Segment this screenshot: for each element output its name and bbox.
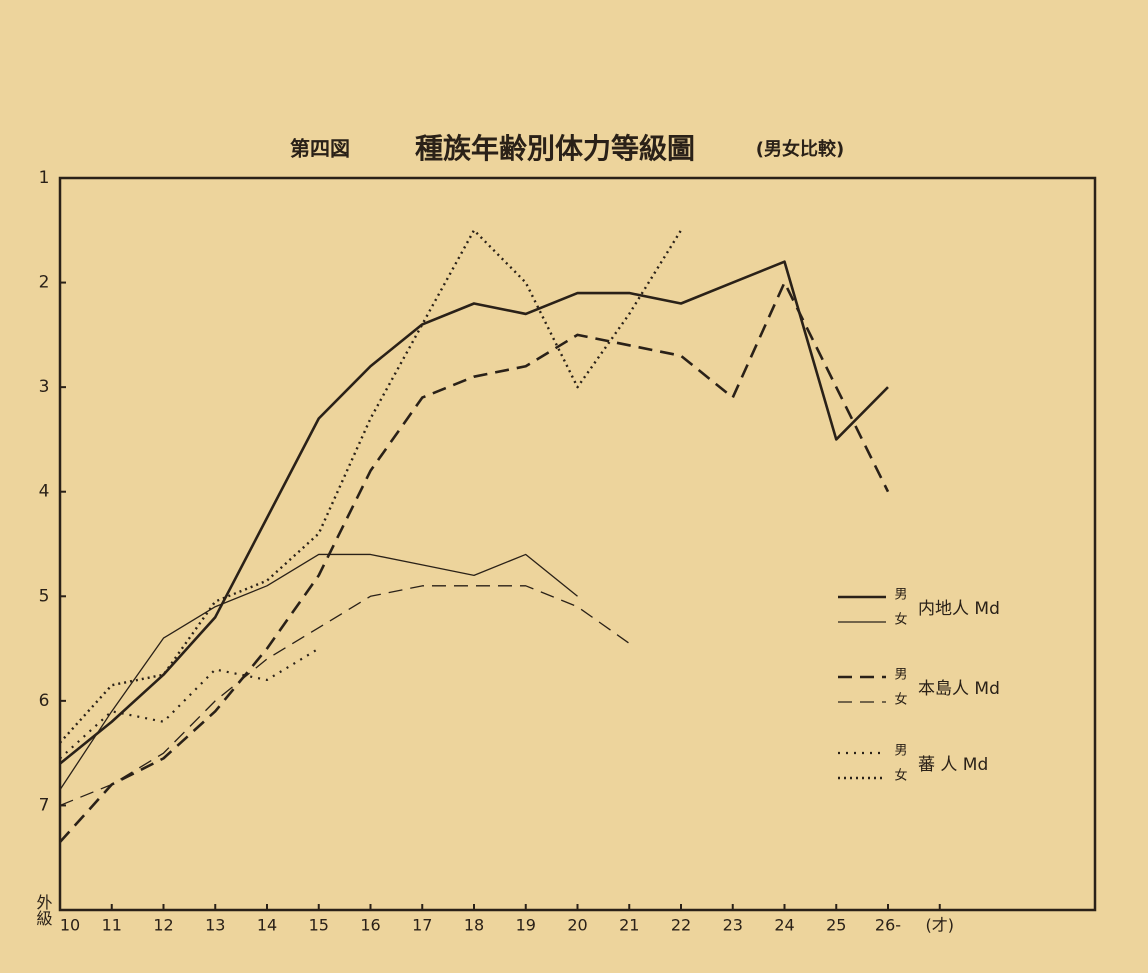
x-tick-label: 22 [671,916,691,935]
series-line [59,229,683,744]
x-tick-label: 17 [412,916,432,935]
x-tick-label: 19 [516,916,536,935]
x-tick-label: 14 [257,916,277,935]
legend-label: 男 [894,588,907,603]
y-tick-label: 外級 [34,894,53,926]
y-tick-label: 1 [39,168,50,188]
y-tick-label: 5 [39,586,50,606]
y-tick-label: 6 [39,691,50,711]
x-tick-label: 10 [60,916,80,935]
legend-label: 女 [894,692,907,708]
x-tick-label: 25 [826,916,846,935]
x-tick-label: 23 [723,916,743,935]
x-tick-label: 12 [153,916,173,935]
y-tick-label: 7 [39,795,50,815]
x-tick-label: 20 [567,916,587,935]
x-tick-label: 24 [774,916,794,935]
y-tick-label: 3 [39,377,50,397]
chart-title: 種族年齢別体力等級圖 [415,132,695,165]
y-tick-label: 4 [39,482,50,502]
chart-subtitle: (男女比較) [756,138,844,160]
x-tick-label: 21 [619,916,639,935]
x-tick-label: 18 [464,916,484,935]
x-tick-label: 13 [205,916,225,935]
series-line [59,281,890,843]
series-line [59,260,889,765]
legend-group-label: 本島人 Md [918,679,1000,699]
legend-label: 男 [894,668,907,683]
x-tick-label: (才) [926,916,955,935]
legend-group-label: 内地人 Md [918,599,1000,619]
legend-label: 女 [894,768,907,784]
legend-label: 女 [894,612,907,628]
series-line [59,553,578,791]
legend-group-label: 蕃 人 Md [918,755,988,775]
x-tick-label: 15 [309,916,329,935]
figure-label: 第四図 [290,137,350,161]
x-tick-label: 16 [360,916,380,935]
y-tick-label: 2 [39,273,50,293]
legend-label: 男 [894,744,907,759]
x-tick-label: 11 [102,916,122,935]
x-tick-label: 26- [875,916,901,935]
